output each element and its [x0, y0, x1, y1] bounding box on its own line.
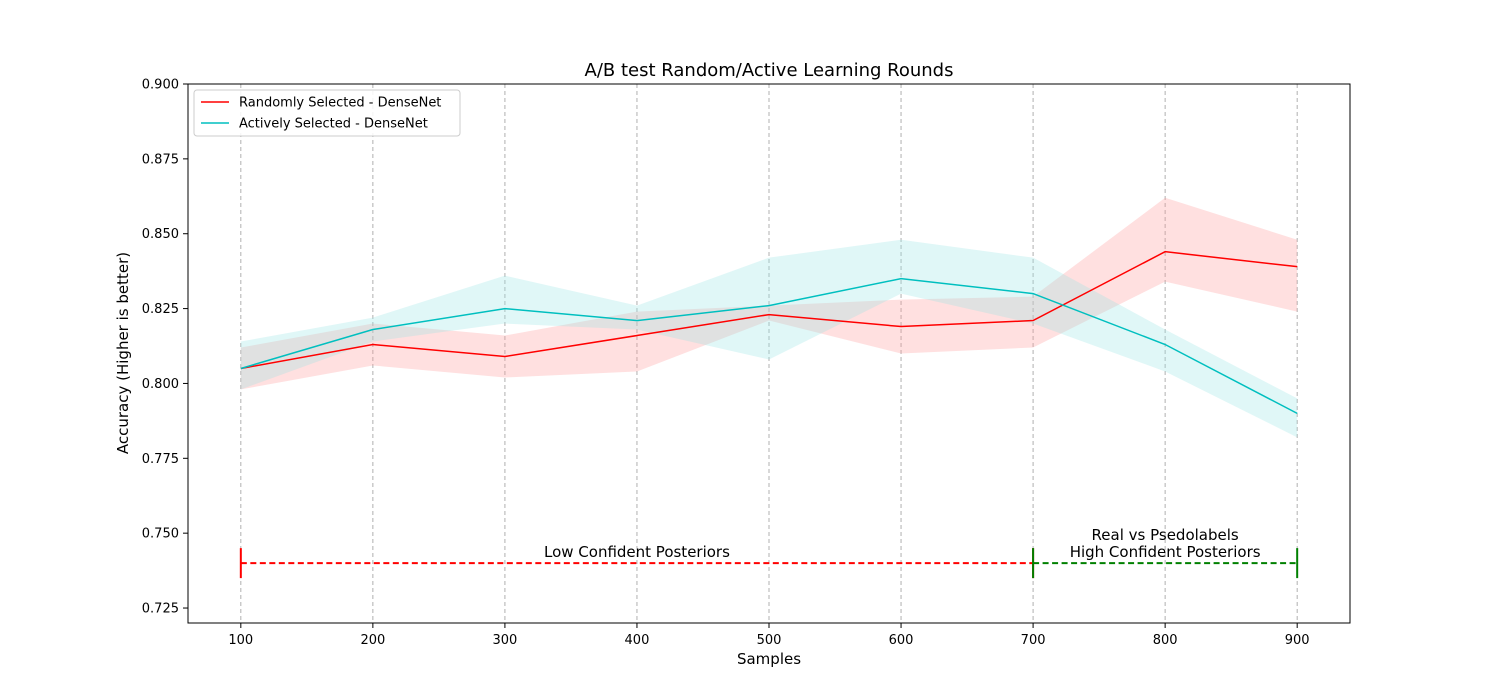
x-tick-label: 800: [1153, 633, 1178, 648]
y-tick-label: 0.775: [142, 452, 179, 467]
x-tick-label: 500: [757, 633, 782, 648]
series-line: [240, 277, 1298, 415]
x-tick-label: 700: [1021, 633, 1046, 648]
y-tick-label: 0.825: [142, 302, 179, 317]
x-grid: [240, 84, 1298, 623]
y-tick-label: 0.725: [142, 602, 179, 617]
x-tick-label: 900: [1285, 633, 1310, 648]
annotation-label: High Confident Posteriors: [1070, 543, 1261, 561]
series-line: [240, 250, 1298, 370]
confidence-bands: [240, 197, 1298, 438]
annotation-label: Real vs Psedolabels: [1092, 526, 1239, 544]
series-lines: [240, 250, 1298, 415]
y-tick-label: 0.900: [142, 78, 179, 93]
confidence-band: [240, 197, 1298, 390]
x-tick-label: 400: [625, 633, 650, 648]
legend-box: [193, 89, 461, 137]
x-tick-label: 200: [360, 633, 385, 648]
chart-title: A/B test Random/Active Learning Rounds: [585, 60, 954, 81]
x-tick-label: 300: [492, 633, 517, 648]
x-tick-label: 600: [889, 633, 914, 648]
y-axis-ticks: 0.725 0.750 0.775 0.800 0.825 0.850 0.875 0.900: [142, 78, 188, 617]
y-tick-label: 0.800: [142, 377, 179, 392]
y-tick-label: 0.750: [142, 527, 179, 542]
x-axis-ticks: 100 200 300 400 500 600 700 800 900: [228, 623, 1310, 648]
y-tick-label: 0.875: [142, 152, 179, 167]
legend: Randomly Selected - DenseNet Actively Sel…: [193, 89, 461, 137]
x-tick-label: 100: [228, 633, 253, 648]
confidence-annotations: Low Confident Posteriors Real vs Psedolab…: [239, 526, 1299, 579]
y-axis-label: Accuracy (Higher is better): [114, 252, 132, 454]
y-tick-label: 0.850: [142, 227, 179, 242]
legend-label: Randomly Selected - DenseNet: [239, 96, 441, 111]
x-axis-label: Samples: [737, 650, 801, 668]
legend-label: Actively Selected - DenseNet: [239, 117, 428, 132]
confidence-band: [240, 239, 1298, 438]
annotation-label: Low Confident Posteriors: [544, 543, 730, 561]
